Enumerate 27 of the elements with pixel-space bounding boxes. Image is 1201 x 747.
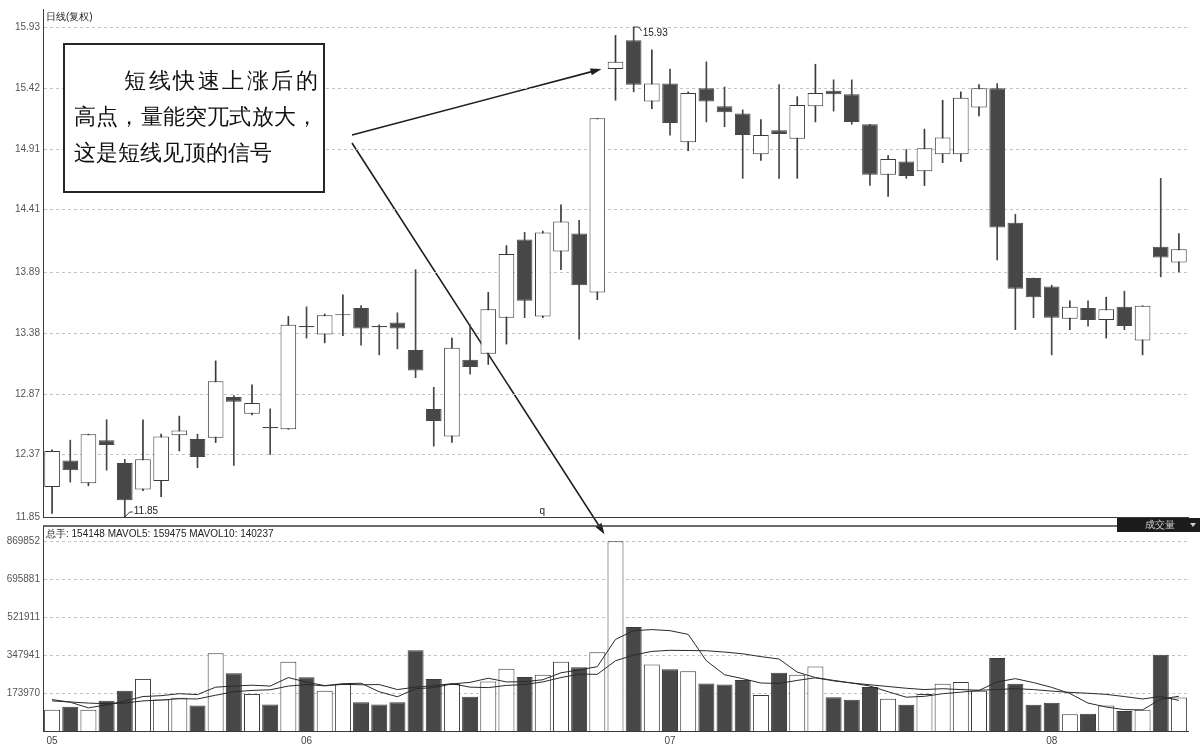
y-tick-label: 347941: [6, 648, 41, 660]
x-tick-label: 07: [664, 734, 677, 746]
y-tick-label: 695881: [6, 572, 41, 584]
y-tick-label: 11.85: [15, 510, 41, 522]
chart-title: 日线(复权): [46, 10, 93, 22]
y-tick-label: 14.91: [14, 143, 41, 155]
y-tick-label: 15.93: [14, 20, 41, 32]
annotation: 11.85: [133, 504, 159, 516]
x-tick-label: 05: [46, 734, 59, 746]
y-tick-label: 173970: [6, 686, 41, 698]
annotation: 短线快速上涨后的高点，量能突兀式放大，这是短线见顶的信号: [74, 67, 318, 167]
y-tick-label: 15.42: [14, 82, 41, 94]
y-tick-label: 13.89: [14, 265, 41, 277]
y-tick-label: 12.37: [14, 448, 41, 460]
x-tick-label: 08: [1046, 734, 1058, 746]
dropdown-field: 成交量: [1117, 518, 1200, 532]
annotation: q: [539, 504, 545, 516]
callout-box: 短线快速上涨后的高点，量能突兀式放大，这是短线见顶的信号: [63, 43, 325, 193]
x-tick-label: 06: [300, 734, 313, 746]
y-tick-label: 14.41: [14, 203, 41, 215]
y-tick-label: 13.38: [14, 327, 41, 339]
annotation: 15.93: [642, 26, 669, 38]
y-tick-label: 869852: [6, 535, 41, 547]
annotation: 总手: 154148 MAVOL5: 159475 MAVOL10: 140237: [45, 527, 274, 539]
y-tick-label: 521911: [7, 610, 41, 622]
y-tick-label: 12.87: [14, 388, 41, 400]
annotation: 成交量: [1145, 519, 1175, 530]
